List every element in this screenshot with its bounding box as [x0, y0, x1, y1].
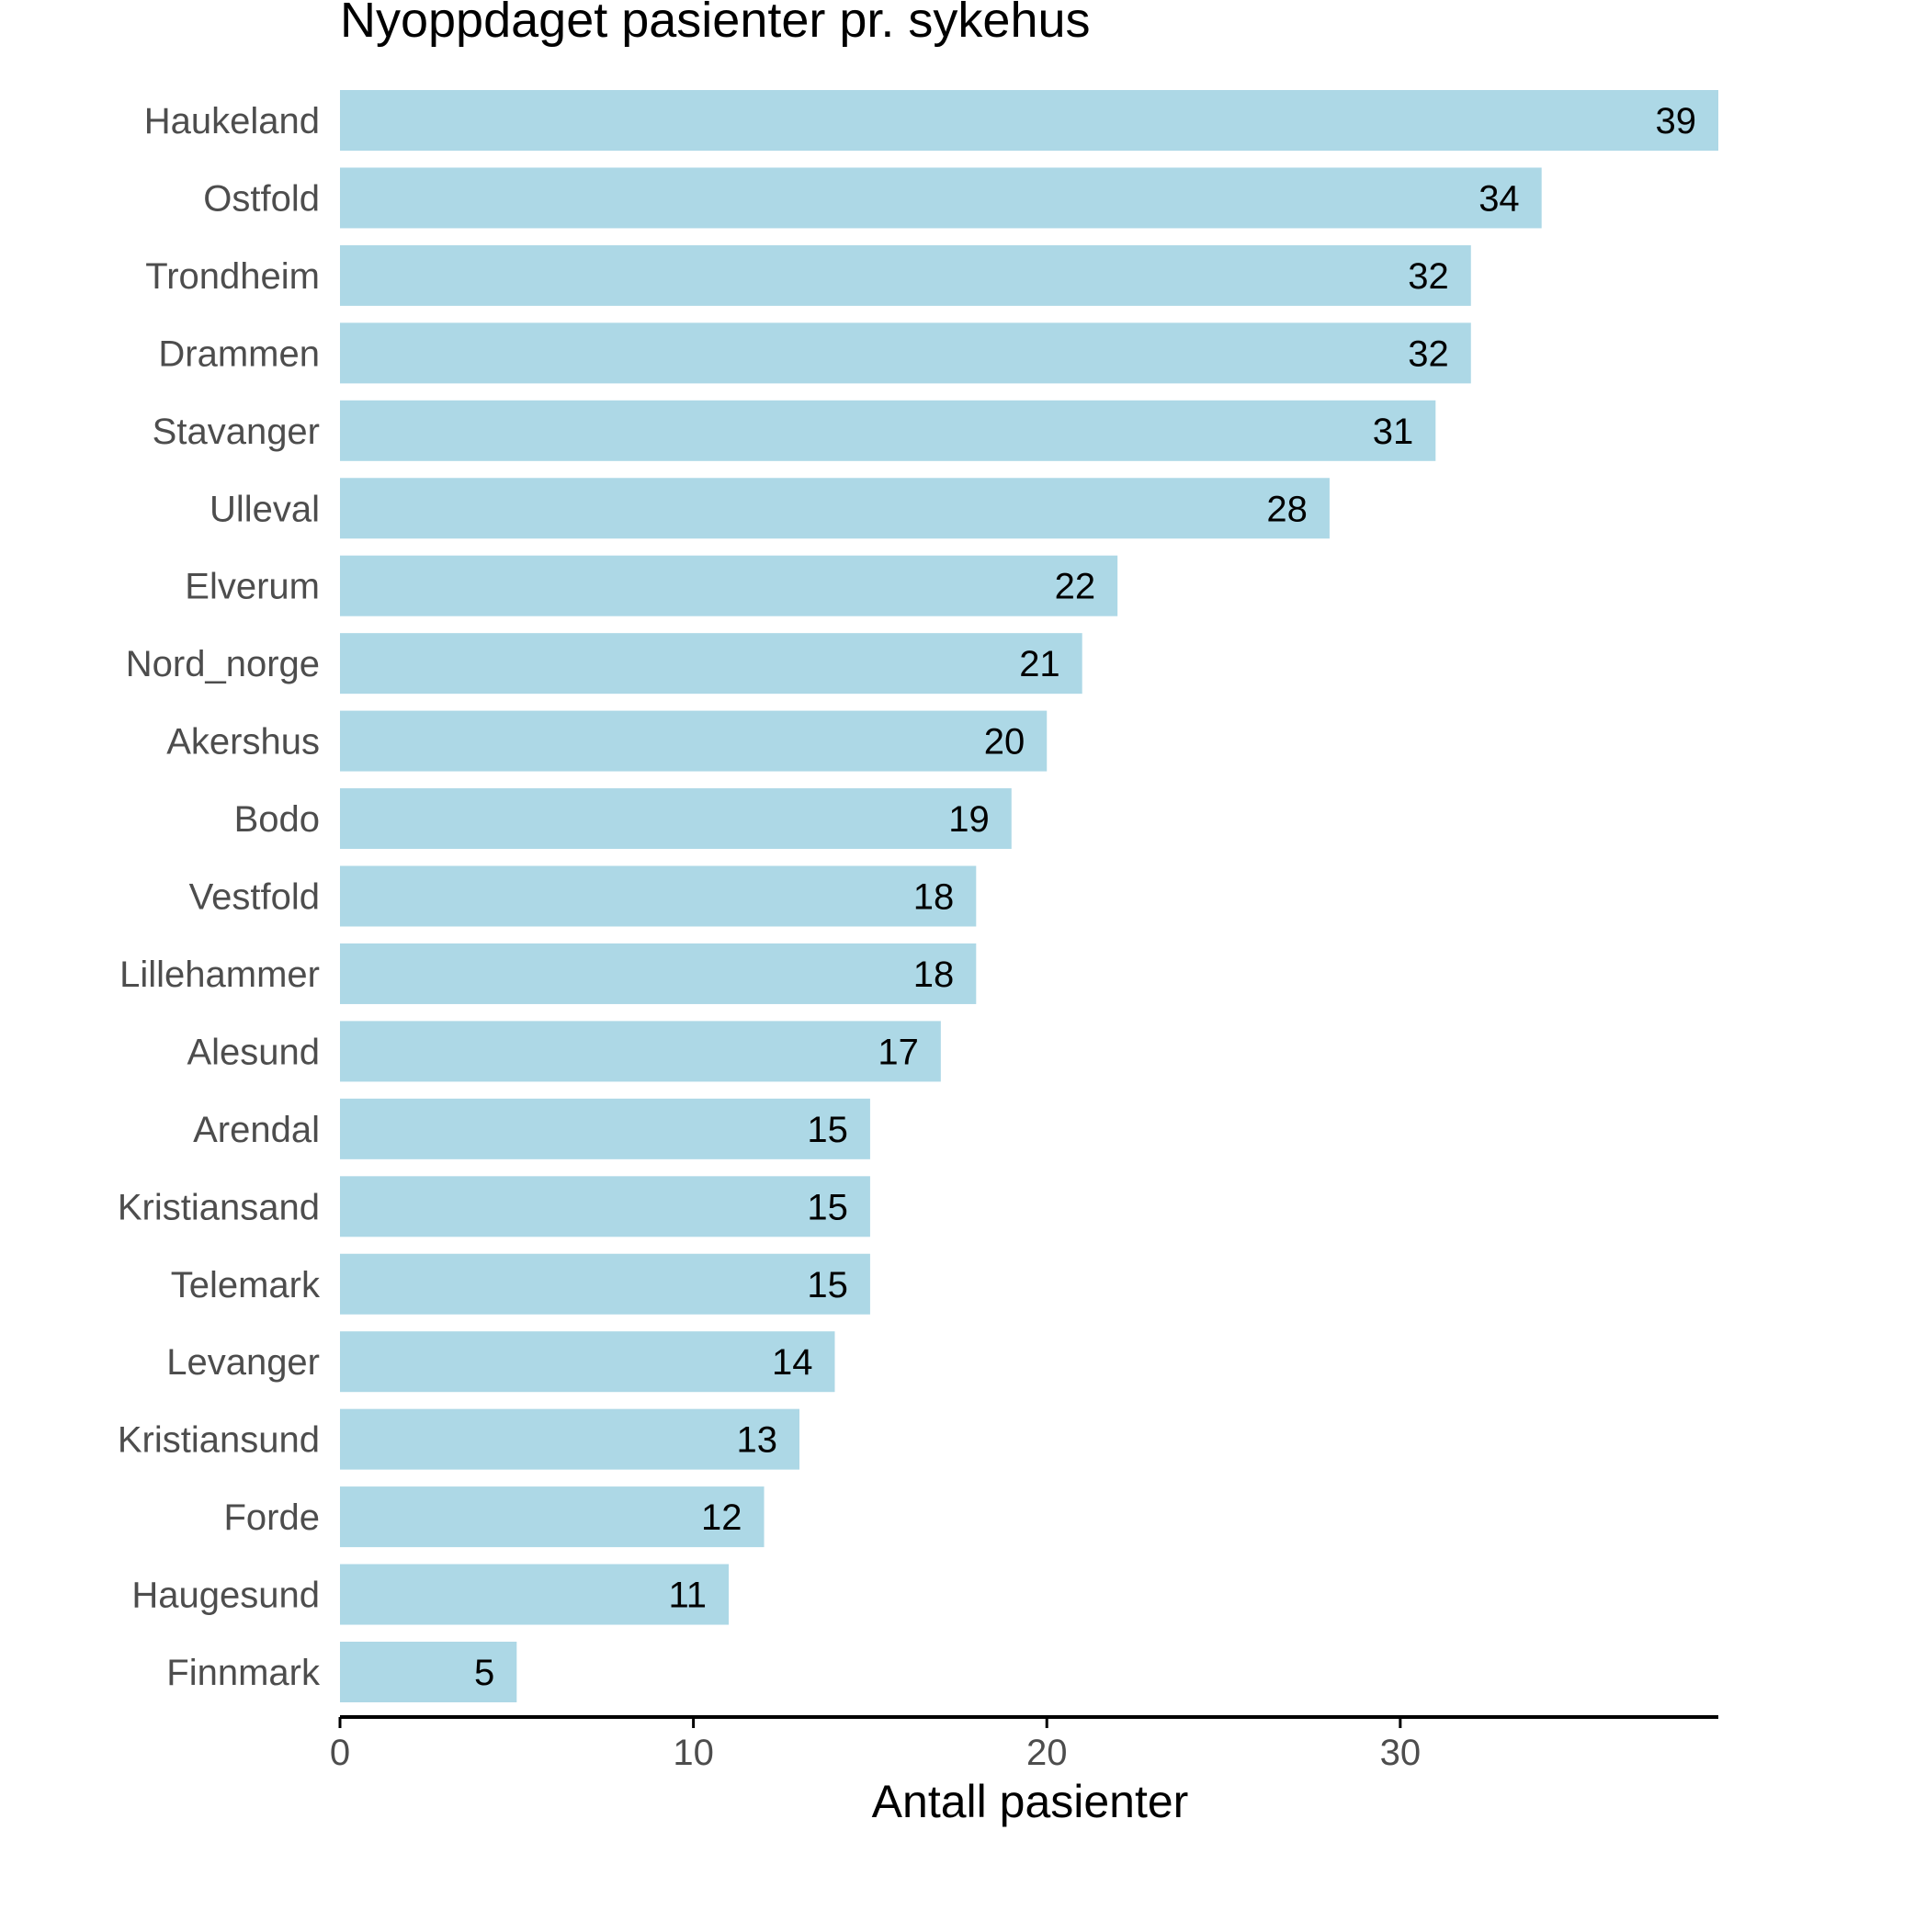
- data-label: 11: [669, 1576, 708, 1616]
- bar-telemark: [340, 1253, 870, 1315]
- bar-haukeland: [340, 90, 1718, 151]
- category-label: Bodo: [234, 799, 320, 840]
- category-label: Lillehammer: [119, 955, 320, 995]
- data-label: 32: [1408, 256, 1449, 297]
- category-label: Telemark: [171, 1265, 321, 1305]
- category-label: Trondheim: [145, 256, 320, 297]
- data-label: 34: [1478, 178, 1520, 219]
- category-label: Arendal: [193, 1110, 320, 1150]
- data-label: 28: [1266, 489, 1308, 529]
- bar-kristiansand: [340, 1176, 870, 1237]
- data-label: 17: [878, 1032, 919, 1072]
- data-label: 15: [807, 1265, 848, 1305]
- category-label: Vestfold: [189, 877, 320, 918]
- x-tick-label: 10: [673, 1733, 714, 1773]
- data-label: 18: [913, 955, 955, 995]
- bar-kristiansund: [340, 1408, 799, 1470]
- bar-vestfold: [340, 865, 977, 927]
- x-axis: 0 10 20 30: [330, 1715, 1718, 1773]
- category-label: Finnmark: [166, 1653, 321, 1693]
- data-label: 18: [913, 877, 955, 918]
- data-label: 32: [1408, 333, 1449, 374]
- category-label: Stavanger: [153, 412, 320, 452]
- category-label: Nord_norge: [126, 644, 320, 684]
- bar-finnmark: [340, 1642, 517, 1702]
- bars-layer: [340, 90, 1718, 1702]
- data-label: 19: [948, 799, 990, 840]
- x-tick-label: 20: [1026, 1733, 1068, 1773]
- data-label: 15: [807, 1187, 848, 1227]
- category-label: Akershus: [166, 722, 320, 763]
- data-label: 12: [701, 1497, 742, 1538]
- bar-bodo: [340, 788, 1012, 850]
- bar-arendal: [340, 1098, 870, 1159]
- chart-title: Nyoppdaget pasienter pr. sykehus: [340, 0, 1091, 48]
- data-label: 21: [1019, 644, 1060, 684]
- bar-nord-norge: [340, 633, 1082, 695]
- data-label: 22: [1055, 567, 1096, 607]
- category-label: Ostfold: [203, 178, 320, 219]
- category-label: Levanger: [166, 1342, 320, 1383]
- category-label: Ulleval: [210, 489, 320, 529]
- bar-lillehammer: [340, 943, 977, 1004]
- data-label: 31: [1373, 412, 1414, 452]
- bar-alesund: [340, 1021, 941, 1082]
- category-labels: Haukeland Ostfold Trondheim Drammen Stavange…: [118, 101, 321, 1693]
- data-label: 20: [984, 722, 1025, 763]
- category-label: Alesund: [187, 1032, 320, 1072]
- data-label: 39: [1656, 101, 1697, 141]
- bar-trondheim: [340, 244, 1471, 306]
- x-tick-label: 0: [330, 1733, 350, 1773]
- x-axis-title: Antall pasienter: [872, 1776, 1189, 1827]
- bar-akershus: [340, 710, 1048, 772]
- category-label: Kristiansund: [118, 1420, 320, 1461]
- bar-drammen: [340, 322, 1471, 384]
- bar-ostfold: [340, 167, 1542, 229]
- category-label: Elverum: [185, 567, 320, 607]
- bar-stavanger: [340, 400, 1436, 461]
- category-label: Forde: [224, 1497, 321, 1538]
- category-label: Drammen: [158, 333, 320, 374]
- category-label: Haugesund: [131, 1576, 320, 1616]
- bar-forde: [340, 1486, 765, 1548]
- data-label: 13: [737, 1420, 778, 1461]
- value-labels: 39 34 32 32 31 28 22 21 20 19 18 18 17 15 15 15 14 13 12 11…: [474, 101, 1696, 1693]
- data-label: 5: [474, 1653, 494, 1693]
- data-label: 15: [807, 1110, 848, 1150]
- category-label: Kristiansand: [118, 1187, 320, 1227]
- bar-haugesund: [340, 1564, 730, 1625]
- category-label: Haukeland: [144, 101, 320, 141]
- bar-elverum: [340, 555, 1118, 616]
- bar-levanger: [340, 1331, 835, 1393]
- data-label: 14: [772, 1342, 813, 1383]
- x-tick-label: 30: [1380, 1733, 1422, 1773]
- bar-ulleval: [340, 478, 1330, 539]
